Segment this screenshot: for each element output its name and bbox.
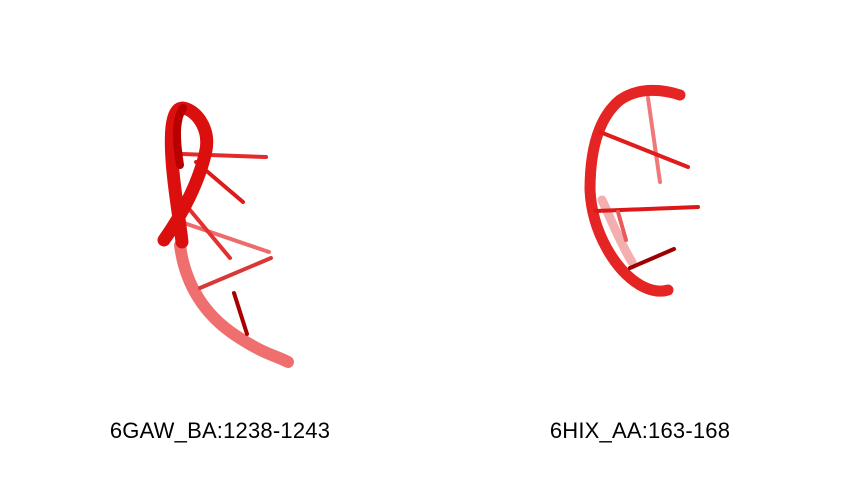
structure-panel-right: 6HIX_AA:163-168 bbox=[430, 0, 860, 480]
structure-panel-left: 6GAW_BA:1238-1243 bbox=[110, 101, 330, 443]
structure-caption-right: 6HIX_AA:163-168 bbox=[549, 418, 731, 443]
structure-caption-left: 6GAW_BA:1238-1243 bbox=[109, 418, 331, 443]
rna-structure-image-left bbox=[157, 101, 294, 368]
rna-structure-image-right bbox=[584, 84, 700, 297]
